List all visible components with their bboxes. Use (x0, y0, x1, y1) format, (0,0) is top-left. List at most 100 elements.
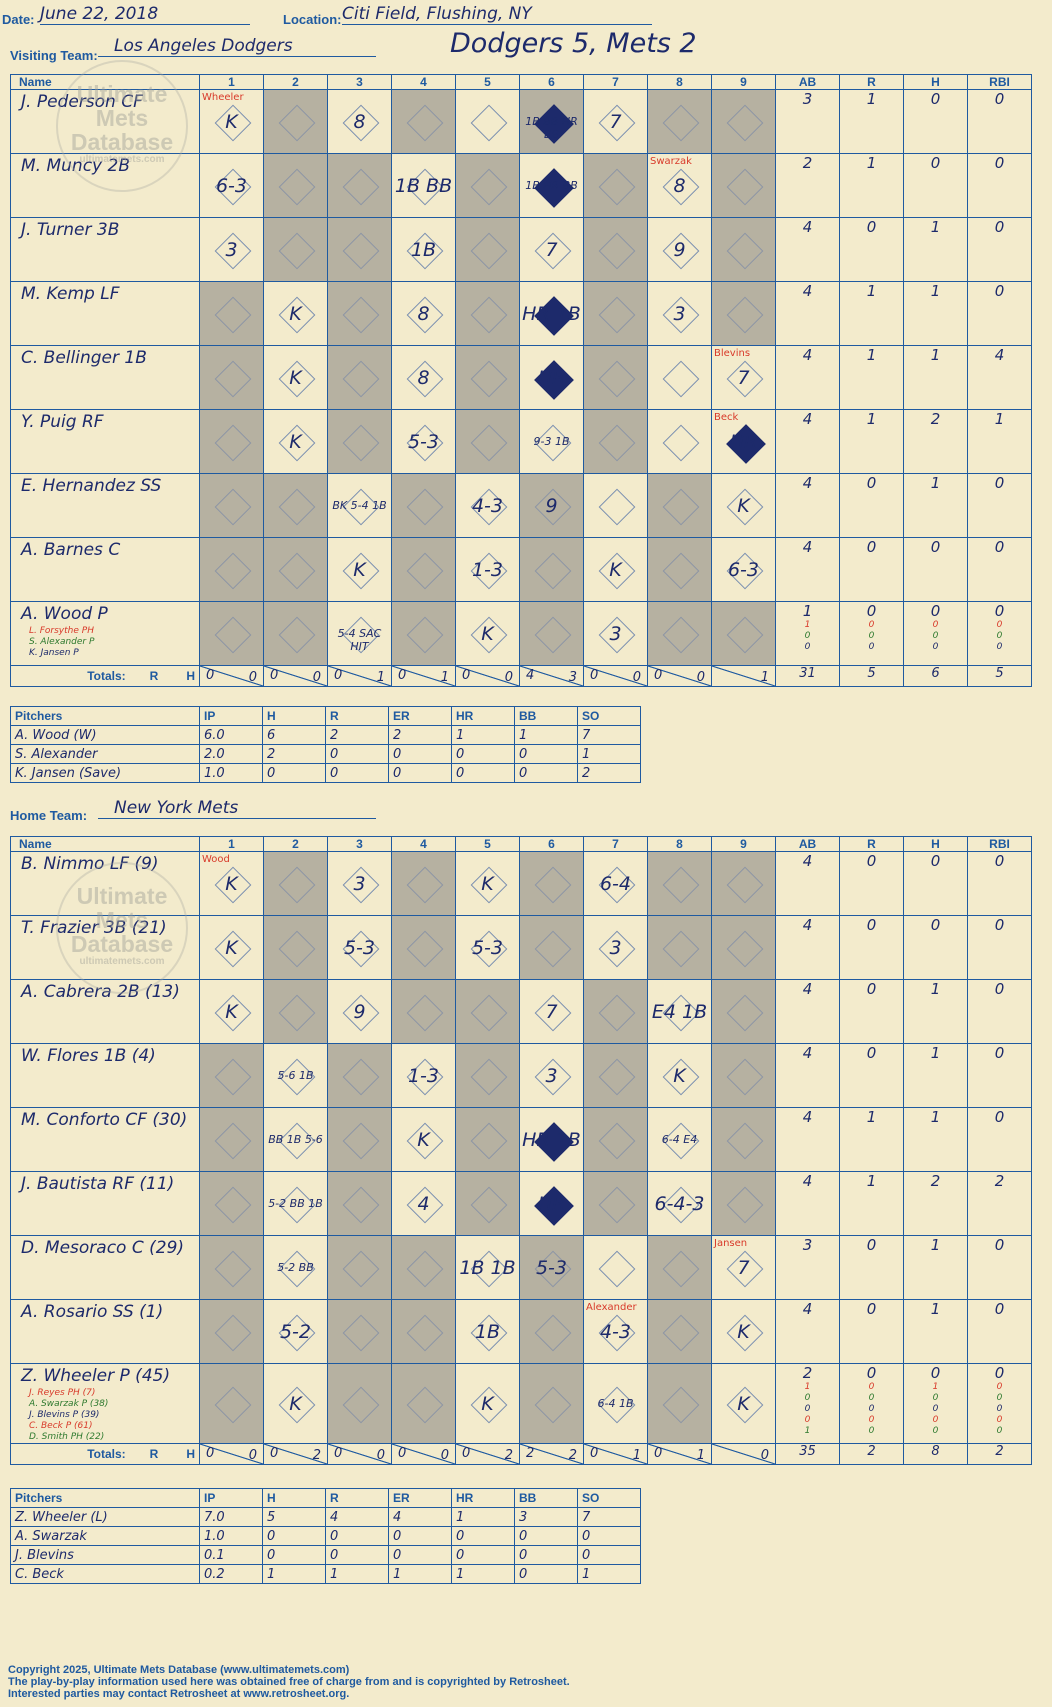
stat-h: 1 (903, 217, 968, 282)
batter-row: D. Mesoraco C (29) 5-2 BB 1B 1B 5-3 7 Jansen 3… (10, 1235, 1032, 1300)
dodgers-scorecard: Name 1 2 3 4 5 6 7 8 9 AB R H RBI J. Pederson CF K Wheel… (10, 74, 1032, 687)
stat-value: 1 (866, 410, 877, 428)
stat-r: 0 (839, 473, 904, 538)
base-diamond (534, 866, 571, 903)
inning-cell (647, 1299, 712, 1364)
inning-cell (647, 409, 712, 474)
inning-cell (263, 915, 328, 980)
play-result: 5-2 (279, 1320, 312, 1343)
play-result: 7 (545, 1000, 558, 1023)
batter-name: M. Kemp LF (21, 284, 120, 304)
base-diamond (662, 488, 699, 525)
play-result: 6-4-3 (654, 1192, 705, 1215)
play-result: 7 (737, 366, 750, 389)
base-diamond (278, 168, 315, 205)
substitute-stat: 0 (996, 1393, 1003, 1403)
play-result: 7 (737, 1256, 750, 1279)
inning-cell (327, 1171, 392, 1236)
pitcher-change-note: Beck (714, 412, 739, 423)
stat-value: 2 (994, 1172, 1005, 1190)
base-diamond (278, 552, 315, 589)
stat-value: 2 (802, 154, 813, 172)
play-result: K (289, 1392, 302, 1415)
stat-ab: 3 (775, 89, 840, 154)
inning-cell: K Wheeler (199, 89, 264, 154)
stat-h: 2 (903, 1171, 968, 1236)
batter-name: J. Bautista RF (11) (21, 1174, 175, 1194)
stat-value: 2 (802, 1364, 813, 1382)
base-diamond (598, 1122, 635, 1159)
pitcher-stat: 1 (325, 1564, 389, 1584)
base-diamond (662, 104, 699, 141)
stat-header: H (903, 836, 968, 852)
pitcher-stat: 0 (325, 744, 389, 764)
pitcher-stat: 1.0 (199, 1526, 263, 1546)
pitchers-col-header: SO (577, 1488, 641, 1508)
stat-value: 0 (930, 538, 941, 556)
stat-value: 1 (866, 1108, 877, 1126)
stat-rbi: 0 (967, 851, 1032, 916)
inning-cell (519, 1363, 584, 1444)
stat-header: AB (775, 74, 840, 90)
hits-key: H (186, 1447, 195, 1461)
inning-cell (263, 153, 328, 218)
stat-r: 0 (839, 851, 904, 916)
inning-cell (647, 473, 712, 538)
base-diamond (726, 104, 763, 141)
visiting-team-label: Visiting Team: (10, 48, 98, 63)
stat-value: 4 (802, 1108, 813, 1126)
runs-key: R (149, 669, 159, 683)
header-row: Name 1 2 3 4 5 6 7 8 9 AB R H RBI (10, 74, 1032, 90)
pitchers-header-row: Pitchers IP H R ER HR BB SO (10, 706, 641, 726)
stat-ab: 2 (775, 153, 840, 218)
mets-pitchers-table: Pitchers IP H R ER HR BB SO Z. Wheeler (L) 7.0 5 4 4… (10, 1488, 641, 1584)
inning-cell (327, 345, 392, 410)
inning-cell: 7 (519, 217, 584, 282)
inning-cell: 6-3 (199, 153, 264, 218)
stat-r: 1 (839, 1107, 904, 1172)
inning-cell: 4-3 Alexander (583, 1299, 648, 1364)
inning-cell (199, 1235, 264, 1300)
stat-value: 1 (994, 410, 1005, 428)
base-diamond (662, 616, 699, 653)
stat-ab: 4 (775, 1107, 840, 1172)
pitchers-col-header: R (325, 1488, 389, 1508)
total-r: 2 (839, 1443, 904, 1465)
pitcher-row: Z. Wheeler (L) 7.0 5 4 4 1 3 7 (10, 1507, 641, 1527)
stat-rbi: 0 (967, 1043, 1032, 1108)
play-result: 8 (417, 302, 430, 325)
stat-value: 0 (930, 154, 941, 172)
base-diamond (470, 424, 507, 461)
inning-cell: K (391, 1107, 456, 1172)
stat-h: 1 (903, 345, 968, 410)
base-diamond (342, 1186, 379, 1223)
inning-cell (583, 409, 648, 474)
pitchers-col-header: IP (199, 1488, 263, 1508)
inning-cell (327, 1107, 392, 1172)
base-diamond (214, 1250, 251, 1287)
inning-runs: 4 (526, 668, 535, 683)
pitcher-stat: 0 (325, 1545, 389, 1565)
base-diamond (598, 1058, 635, 1095)
inning-cell: 6-4 1B (583, 1363, 648, 1444)
substitute-name: J. Reyes PH (7) (29, 1388, 96, 1398)
play-result: 6-4 (599, 872, 632, 895)
substitute-name: D. Smith PH (22) (29, 1432, 105, 1442)
pitcher-stat: 0 (514, 1564, 578, 1584)
play-result: 5-3 (343, 936, 376, 959)
base-diamond (598, 488, 635, 525)
inning-hits: 0 (440, 1448, 449, 1463)
stat-value: 0 (994, 916, 1005, 934)
play-result: 1B BB (394, 174, 453, 197)
stat-value: 4 (802, 1300, 813, 1318)
batter-name-cell: W. Flores 1B (4) (10, 1043, 200, 1108)
pitcher-stat: 0 (451, 744, 515, 764)
